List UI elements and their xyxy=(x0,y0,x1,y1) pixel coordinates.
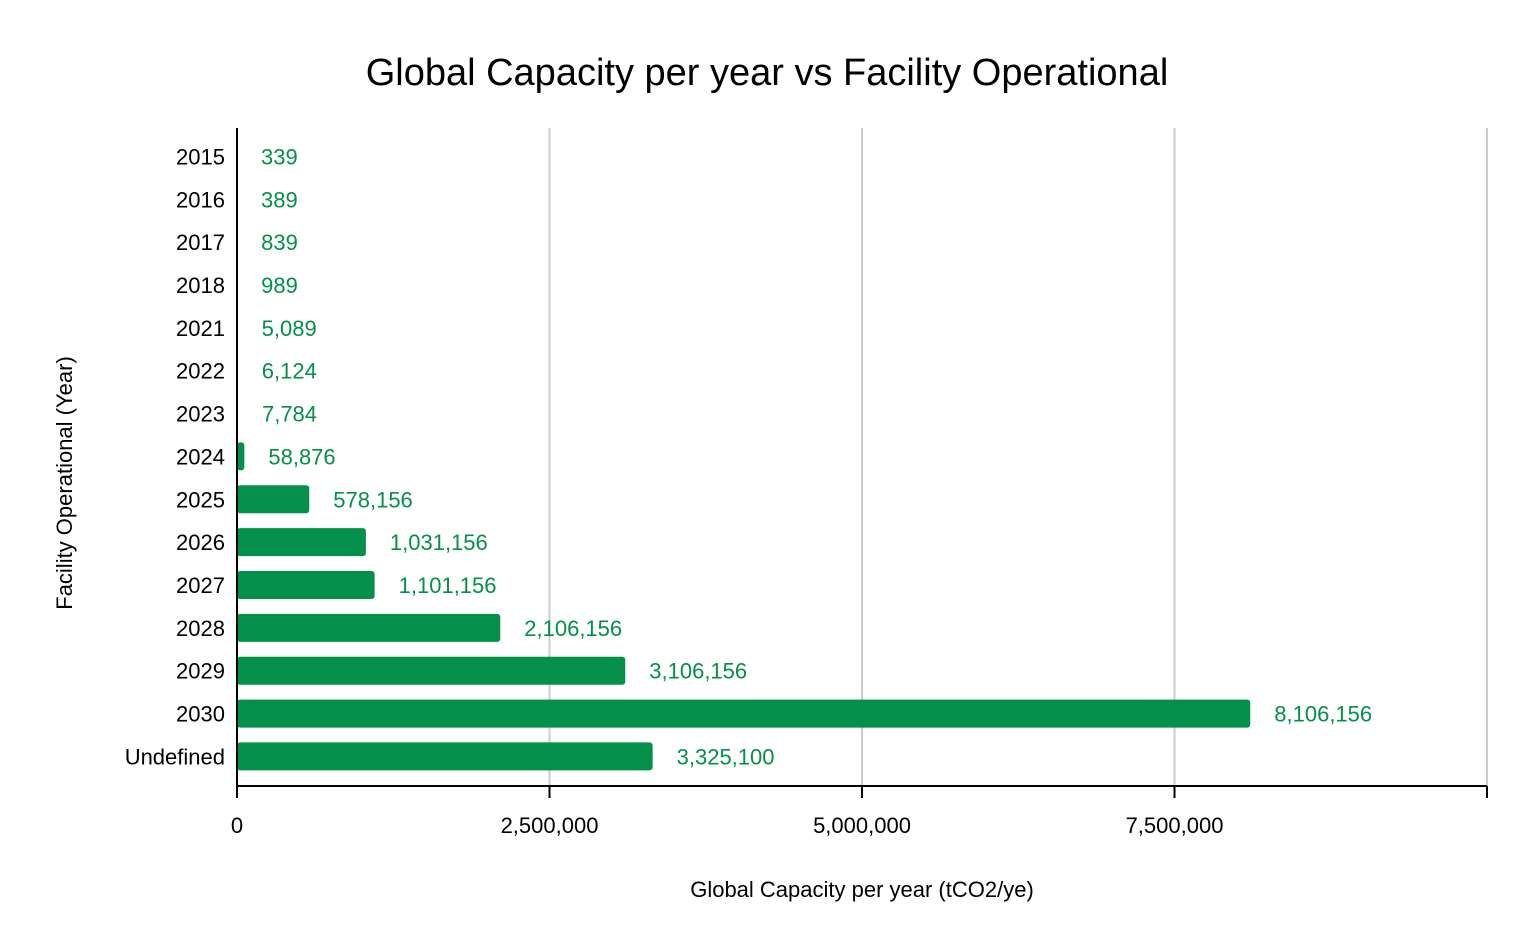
bar-2030 xyxy=(237,699,1251,728)
bar-undefined xyxy=(237,742,653,771)
labels: 339 2015 389 2016 839 2017 989 2018 5,089 2021 6,1… xyxy=(125,144,1372,838)
data-label-2026: 1,031,156 xyxy=(390,530,488,555)
category-label-2027: 2027 xyxy=(176,573,225,598)
bars xyxy=(237,142,1251,771)
bar-2028 xyxy=(237,613,501,642)
category-label-2025: 2025 xyxy=(176,487,225,512)
x-tick-label-1: 2,500,000 xyxy=(501,813,599,838)
category-label-2016: 2016 xyxy=(176,187,225,212)
category-label-2026: 2026 xyxy=(176,530,225,555)
category-label-2024: 2024 xyxy=(176,444,225,469)
category-label-2023: 2023 xyxy=(176,402,225,427)
x-tick-label-2: 5,000,000 xyxy=(813,813,911,838)
data-label-undefined: 3,325,100 xyxy=(677,744,775,769)
data-label-2030: 8,106,156 xyxy=(1274,702,1372,727)
x-tick-label-0: 0 xyxy=(231,813,243,838)
category-label-2022: 2022 xyxy=(176,359,225,384)
data-label-2027: 1,101,156 xyxy=(399,573,497,598)
category-label-2018: 2018 xyxy=(176,273,225,298)
bar-2025 xyxy=(237,485,310,514)
bar-2027 xyxy=(237,570,375,599)
data-label-2025: 578,156 xyxy=(333,487,413,512)
gridlines xyxy=(548,128,1488,786)
data-label-2022: 6,124 xyxy=(262,359,317,384)
data-label-2017: 839 xyxy=(261,230,298,255)
data-label-2021: 5,089 xyxy=(262,316,317,341)
data-label-2028: 2,106,156 xyxy=(524,616,622,641)
category-label-2021: 2021 xyxy=(176,316,225,341)
y-axis-title: Facility Operational (Year) xyxy=(52,356,77,610)
bar-2029 xyxy=(237,656,626,685)
chart-title: Global Capacity per year vs Facility Ope… xyxy=(366,52,1169,94)
data-label-2015: 339 xyxy=(261,144,298,169)
category-label-undefined: Undefined xyxy=(125,744,225,769)
x-tick-label-3: 7,500,000 xyxy=(1126,813,1224,838)
data-label-2018: 989 xyxy=(261,273,298,298)
bar-2024 xyxy=(237,442,245,471)
axes xyxy=(236,128,1488,798)
category-label-2015: 2015 xyxy=(176,144,225,169)
data-label-2029: 3,106,156 xyxy=(649,659,747,684)
data-label-2024: 58,876 xyxy=(268,444,335,469)
category-label-2017: 2017 xyxy=(176,230,225,255)
data-label-2016: 389 xyxy=(261,187,298,212)
category-label-2028: 2028 xyxy=(176,616,225,641)
category-label-2030: 2030 xyxy=(176,702,225,727)
x-axis-title: Global Capacity per year (tCO2/ye) xyxy=(690,877,1034,902)
data-label-2023: 7,784 xyxy=(262,402,317,427)
category-label-2029: 2029 xyxy=(176,659,225,684)
bar-2026 xyxy=(237,528,366,557)
